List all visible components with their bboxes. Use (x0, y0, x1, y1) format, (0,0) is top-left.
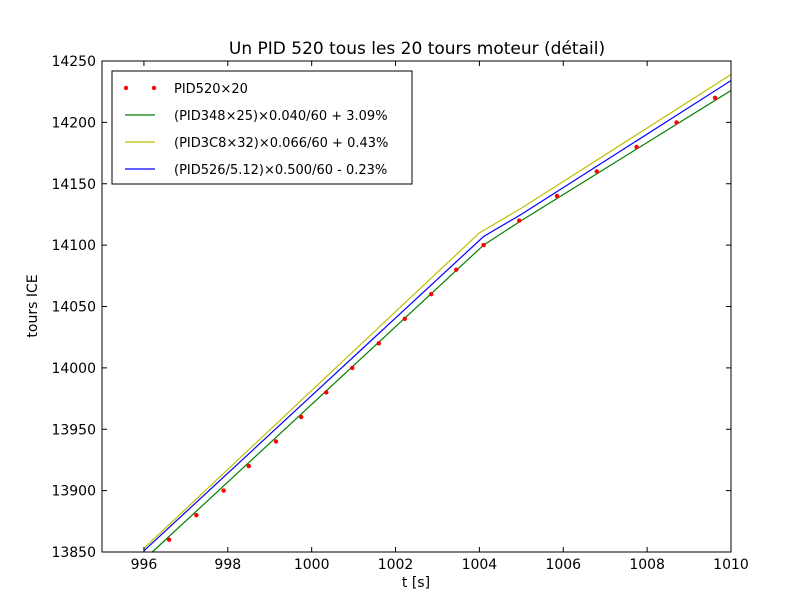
data-point (429, 292, 434, 297)
data-point (194, 513, 199, 518)
x-tick-label: 998 (214, 557, 241, 573)
data-point (350, 365, 355, 371)
data-point (594, 169, 599, 174)
x-tick-label: 1008 (629, 557, 665, 573)
x-tick-label: 1002 (378, 557, 414, 573)
legend-label: PID520×20 (174, 82, 248, 97)
data-point (376, 341, 381, 346)
data-point (273, 439, 279, 444)
series-line-2 (143, 73, 731, 549)
legend-marker (151, 85, 157, 91)
y-tick-label: 13950 (51, 422, 96, 438)
y-tick-label: 13850 (51, 545, 96, 561)
series-line-3 (143, 80, 731, 552)
y-tick-label: 14000 (51, 361, 96, 377)
x-tick-label: 1010 (713, 557, 749, 573)
series-line-1 (151, 89, 731, 552)
data-point (324, 390, 329, 395)
data-point (299, 414, 304, 420)
chart-title: Un PID 520 tous les 20 tours moteur (dét… (229, 39, 605, 59)
data-point (634, 144, 639, 150)
data-point (454, 267, 459, 272)
legend-box (111, 70, 413, 185)
data-point (481, 242, 486, 248)
y-tick-label: 14100 (51, 238, 96, 254)
x-tick-label: 996 (131, 557, 158, 573)
y-tick-label: 14150 (51, 177, 96, 193)
legend-label: (PID348×25)×0.040/60 + 3.09% (174, 109, 388, 124)
y-axis-label: tours ICE (25, 274, 41, 337)
legend: PID520×20 (PID348×25)×0.040/60 + 3.09% (PI… (111, 70, 413, 185)
legend-marker (123, 85, 129, 91)
axis-ticks: 996 998 1000 1002 1004 1006 1008 1010 13850 13900… (51, 54, 748, 573)
y-tick-label: 14250 (51, 54, 96, 70)
y-tick-label: 14200 (51, 115, 96, 131)
x-axis-label: t [s] (402, 575, 430, 591)
data-point (402, 316, 407, 321)
y-tick-label: 14050 (51, 300, 96, 316)
y-tick-label: 13900 (51, 484, 96, 500)
data-point (517, 218, 522, 223)
x-tick-label: 1000 (294, 557, 330, 573)
legend-label: (PID526/5.12)×0.500/60 - 0.23% (174, 163, 387, 178)
data-point (221, 488, 226, 493)
data-point (166, 537, 172, 542)
legend-label: (PID3C8×32)×0.066/60 + 0.43% (174, 136, 388, 151)
data-point (674, 120, 679, 125)
data-point (712, 95, 718, 101)
x-tick-label: 1004 (462, 557, 498, 573)
data-point (554, 193, 560, 199)
x-tick-label: 1006 (545, 557, 581, 573)
data-point (246, 463, 251, 469)
